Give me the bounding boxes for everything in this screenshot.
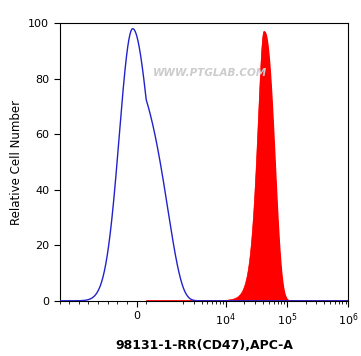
Text: WWW.PTGLAB.COM: WWW.PTGLAB.COM: [153, 68, 267, 78]
Y-axis label: Relative Cell Number: Relative Cell Number: [10, 99, 23, 225]
Text: 98131-1-RR(CD47),APC-A: 98131-1-RR(CD47),APC-A: [115, 339, 293, 352]
